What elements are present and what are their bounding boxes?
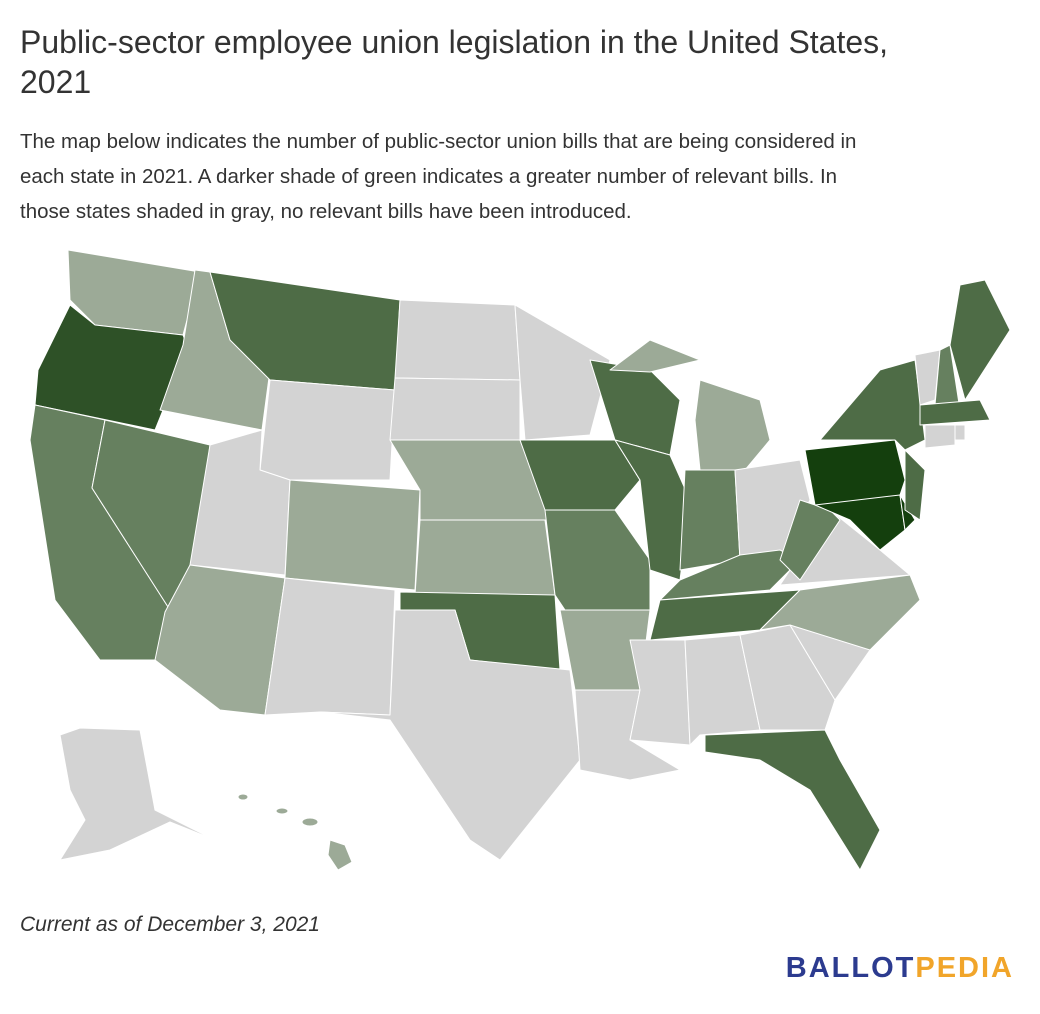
state xyxy=(904,449,926,521)
state xyxy=(264,577,396,716)
description-line: each state in 2021. A darker shade of gr… xyxy=(20,165,838,188)
state xyxy=(924,424,956,449)
state xyxy=(319,609,581,861)
state xyxy=(259,379,396,481)
logo-part: BALLOT xyxy=(785,952,916,984)
title: Public-sector employee union legislation… xyxy=(20,22,888,102)
state xyxy=(679,469,741,571)
state xyxy=(327,839,353,871)
description-line: The map below indicates the number of pu… xyxy=(20,130,857,153)
state xyxy=(237,793,249,801)
state xyxy=(59,727,216,861)
state xyxy=(819,359,926,451)
state xyxy=(779,499,841,581)
state xyxy=(684,634,761,746)
logo-part: PEDIA xyxy=(915,952,1014,984)
state xyxy=(629,639,691,746)
state xyxy=(814,494,906,551)
map xyxy=(29,249,1011,871)
description: The map below indicates the number of pu… xyxy=(20,124,856,229)
title-line: 2021 xyxy=(20,64,92,100)
state xyxy=(389,377,521,441)
state xyxy=(954,424,966,441)
state xyxy=(694,379,771,471)
state xyxy=(544,509,651,611)
state xyxy=(704,729,881,871)
state xyxy=(514,304,611,441)
state xyxy=(284,479,421,591)
state xyxy=(275,807,289,815)
title-line: Public-sector employee union legislation… xyxy=(20,24,889,60)
footer-note: Current as of December 3, 2021 xyxy=(20,913,320,936)
state xyxy=(609,339,701,373)
state xyxy=(759,574,921,651)
state xyxy=(949,279,1011,401)
state xyxy=(394,299,521,381)
state xyxy=(919,399,991,426)
state xyxy=(414,519,556,596)
state xyxy=(519,439,641,511)
state xyxy=(301,817,319,827)
logo: BALLOTPEDIA xyxy=(786,952,1014,985)
description-line: those states shaded in gray, no relevant… xyxy=(20,200,632,223)
